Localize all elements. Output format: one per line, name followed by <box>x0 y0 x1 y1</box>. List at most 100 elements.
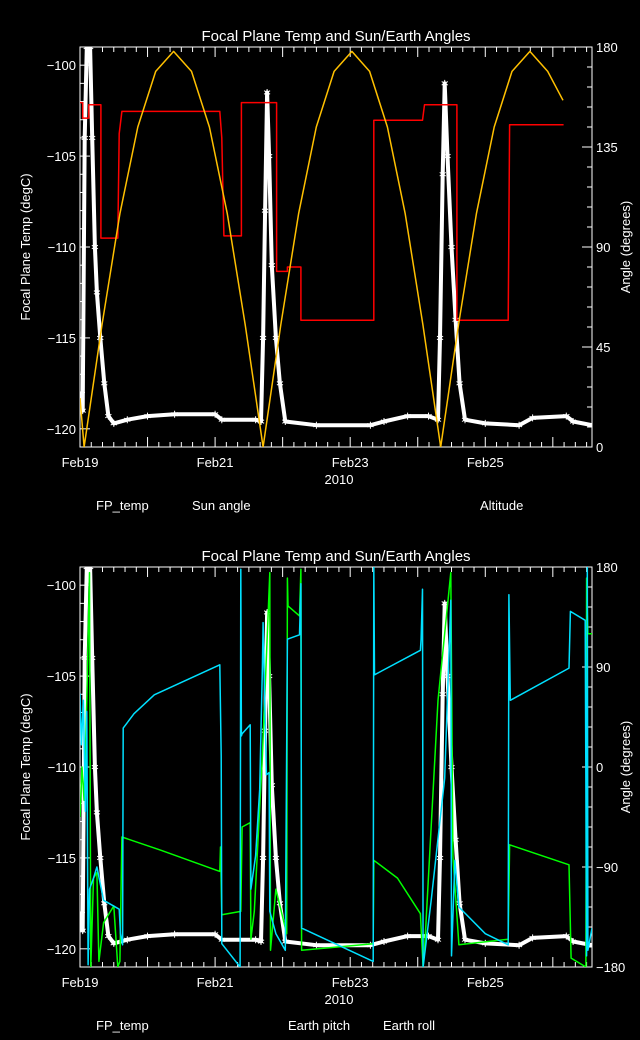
y-tick-label: −120 <box>47 422 76 437</box>
y2-tick-label: 90 <box>596 240 610 255</box>
data-point-fp-temp <box>436 334 444 342</box>
data-point-fp-temp <box>218 416 226 424</box>
data-point-fp-temp <box>588 421 592 429</box>
y-tick-label: −110 <box>48 240 76 255</box>
data-point-fp-temp <box>434 936 442 944</box>
x-tick-label: Feb19 <box>62 455 99 470</box>
chart-sun-altitude: Focal Plane Temp and Sun/Earth Angles Fo… <box>18 28 633 513</box>
y2-tick-label: 180 <box>596 40 618 55</box>
data-point-fp-temp <box>439 170 447 178</box>
data-point-fp-temp <box>124 936 131 944</box>
data-point-fp-temp <box>456 379 463 387</box>
data-point-fp-temp <box>259 334 267 342</box>
y2-tick-label: 45 <box>596 340 610 355</box>
y-tick-label: −100 <box>47 578 76 593</box>
y-axis-title: Focal Plane Temp (degC) <box>18 173 33 320</box>
y2-tick-label: 135 <box>596 140 618 155</box>
data-point-fp-temp <box>588 941 592 949</box>
data-point-fp-temp <box>272 334 280 342</box>
x-tick-label: Feb23 <box>332 455 369 470</box>
y-tick-label: −105 <box>47 149 76 164</box>
data-point-fp-temp <box>425 412 432 420</box>
data-point-fp-temp <box>404 932 411 940</box>
data-point-fp-temp <box>252 416 259 424</box>
data-point-fp-temp <box>91 243 99 251</box>
x-tick-label: Feb21 <box>197 975 234 990</box>
data-point-fp-temp <box>81 654 89 662</box>
data-point-fp-temp <box>259 854 267 862</box>
legend-fp-temp: FP_temp <box>96 498 149 513</box>
data-point-fp-temp <box>444 152 451 160</box>
series-line-earth-roll <box>80 567 592 967</box>
series-fp-temp <box>80 47 592 429</box>
legend-sun-angle: Sun angle <box>192 498 251 513</box>
data-point-fp-temp <box>367 421 374 429</box>
data-point-fp-temp <box>80 927 86 935</box>
data-point-fp-temp <box>110 419 118 427</box>
series-line-altitude <box>80 50 564 447</box>
x-tick-label: Feb21 <box>197 455 234 470</box>
data-point-fp-temp <box>86 47 94 51</box>
data-point-fp-temp <box>171 410 178 418</box>
data-point-fp-temp <box>257 938 265 945</box>
data-point-fp-temp <box>313 421 320 429</box>
data-point-fp-temp <box>80 389 84 396</box>
data-point-fp-temp <box>439 690 447 698</box>
data-point-fp-temp <box>144 932 151 940</box>
data-point-fp-temp <box>265 672 273 680</box>
series-sun-angle <box>80 101 564 322</box>
y-tick-label: −115 <box>48 851 76 866</box>
y-tick-label: −105 <box>47 669 76 684</box>
chart-title: Focal Plane Temp and Sun/Earth Angles <box>201 28 470 45</box>
y2-tick-label: −180 <box>596 960 625 975</box>
data-point-fp-temp <box>252 936 259 944</box>
data-point-fp-temp <box>481 419 489 427</box>
series-line-earth-pitch <box>80 568 592 967</box>
data-point-fp-temp <box>461 936 469 944</box>
data-point-fp-temp <box>563 412 570 420</box>
y2-tick-label: 90 <box>596 660 610 675</box>
data-point-fp-temp <box>91 763 99 771</box>
data-point-fp-temp <box>515 421 523 429</box>
y-tick-label: −110 <box>48 760 76 775</box>
data-point-fp-temp <box>80 909 84 916</box>
legend-earth-pitch: Earth pitch <box>288 1018 350 1033</box>
data-point-fp-temp <box>404 412 411 420</box>
y-tick-label: −115 <box>48 331 76 346</box>
data-point-fp-temp <box>263 609 271 616</box>
y2-axis-title: Angle (degrees) <box>618 721 633 814</box>
data-point-fp-temp <box>263 89 271 96</box>
data-point-fp-temp <box>529 414 536 422</box>
data-point-fp-temp <box>569 418 577 425</box>
data-point-fp-temp <box>380 938 388 945</box>
data-point-fp-temp <box>93 289 101 296</box>
data-point-fp-temp <box>456 899 463 907</box>
data-point-fp-temp <box>101 379 108 387</box>
chart-earth-pitch-roll: Focal Plane Temp and Sun/Earth Angles Fo… <box>18 548 633 1033</box>
y-tick-label: −120 <box>47 942 76 957</box>
y2-tick-label: 0 <box>596 760 603 775</box>
x-axis-title: 2010 <box>325 472 354 487</box>
data-point-fp-temp <box>441 79 449 87</box>
series-line-fp-temp <box>80 47 592 428</box>
series-line-sun-angle <box>80 101 564 322</box>
data-point-fp-temp <box>563 932 570 940</box>
y-tick-label: −100 <box>47 58 76 73</box>
data-point-fp-temp <box>461 416 469 424</box>
plot-frame <box>79 46 593 448</box>
data-point-fp-temp <box>93 809 101 816</box>
data-point-fp-temp <box>81 134 89 142</box>
legend-altitude: Altitude <box>480 498 523 513</box>
data-point-fp-temp <box>211 930 219 938</box>
x-axis-title: 2010 <box>325 992 354 1007</box>
legend-fp-temp: FP_temp <box>96 1018 149 1033</box>
data-point-fp-temp <box>96 854 104 862</box>
data-point-fp-temp <box>211 410 219 418</box>
data-point-fp-temp <box>144 412 151 420</box>
series-altitude <box>80 50 564 447</box>
x-tick-label: Feb23 <box>332 975 369 990</box>
y2-tick-label: −90 <box>596 860 618 875</box>
legend-earth-roll: Earth roll <box>383 1018 435 1033</box>
data-point-fp-temp <box>105 412 112 420</box>
data-point-fp-temp <box>276 379 284 387</box>
